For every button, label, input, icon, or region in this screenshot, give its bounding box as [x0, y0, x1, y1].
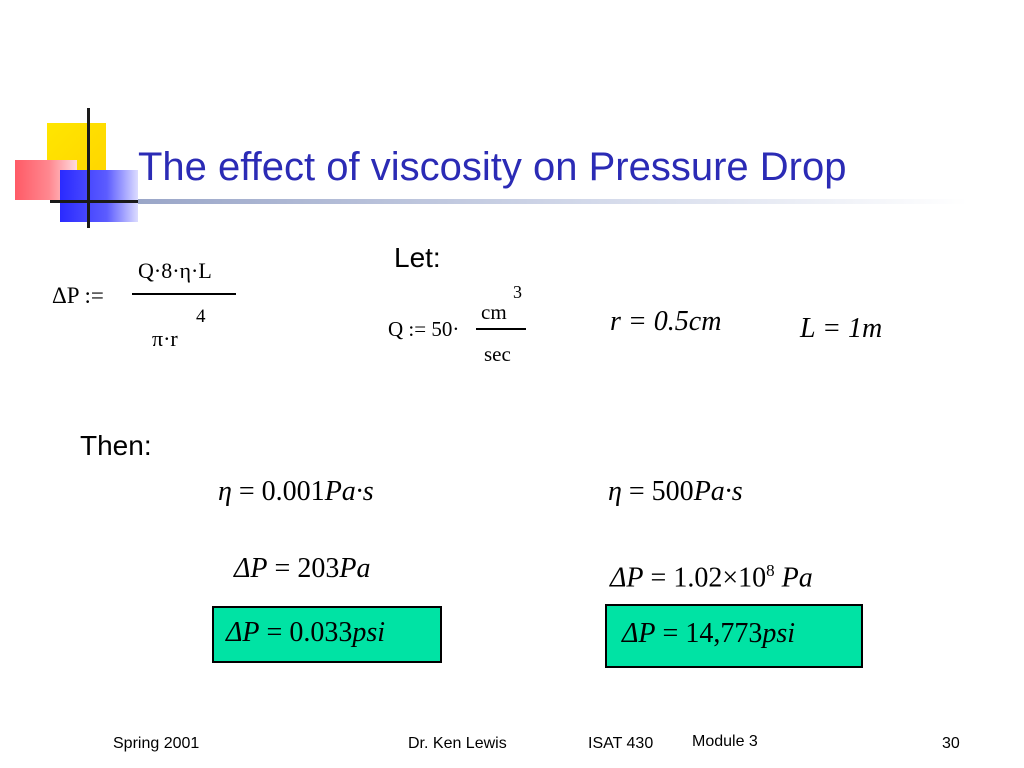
case2-eta-value: = 500 — [621, 476, 694, 507]
case2-dp-exponent: 8 — [766, 561, 775, 580]
flow-rate-denominator: sec — [484, 342, 511, 366]
flow-rate-exponent: 3 — [513, 282, 522, 302]
flow-rate-lhs: Q := 50· — [388, 317, 460, 341]
case2-dp-psi-value: = 14,773 — [655, 618, 763, 649]
radius-value: r = 0.5cm — [610, 306, 721, 338]
formula-lhs: ΔP := — [52, 283, 104, 308]
case1-viscosity: η = 0.001Pa·s — [218, 476, 374, 508]
radius-unit: cm — [688, 306, 722, 337]
formula-exponent: 4 — [196, 306, 206, 327]
case1-eta-value: = 0.001 — [231, 476, 325, 507]
formula-denominator: π·r — [152, 326, 178, 351]
case2-pressure-drop-pa: ΔP = 1.02×108 Pa — [610, 561, 813, 594]
formula-fraction-bar — [132, 293, 236, 295]
slide-title: The effect of viscosity on Pressure Drop — [138, 145, 847, 189]
footer-author: Dr. Ken Lewis — [408, 735, 507, 752]
flow-rate-fraction-bar — [476, 328, 526, 330]
case2-dp-psi-unit: psi — [762, 618, 796, 649]
case2-dp-psi-symbol: ΔP — [622, 618, 656, 649]
case2-dp-value: = 1.02×10 — [643, 562, 767, 594]
case2-result-box — [605, 604, 863, 668]
decor-horizontal-line — [50, 200, 142, 203]
case2-eta-unit: Pa·s — [693, 476, 743, 507]
case2-eta-symbol: η — [608, 476, 622, 507]
case1-pressure-drop-pa: ΔP = 203Pa — [234, 553, 370, 585]
decor-vertical-line — [87, 108, 90, 228]
case2-pressure-drop-psi: ΔP = 14,773psi — [622, 618, 795, 650]
footer-term: Spring 2001 — [113, 735, 200, 752]
case1-dp-symbol: ΔP — [234, 553, 268, 584]
then-label: Then: — [80, 430, 152, 461]
case2-dp-unit: Pa — [781, 562, 813, 594]
formula-numerator: Q·8·η·L — [138, 258, 212, 283]
footer-page-number: 30 — [942, 735, 960, 752]
case1-dp-psi-unit: psi — [352, 617, 386, 648]
case1-dp-psi-value: = 0.033 — [259, 617, 353, 648]
case1-eta-unit: Pa·s — [324, 476, 374, 507]
case1-eta-symbol: η — [218, 476, 232, 507]
case1-result-box — [212, 606, 442, 663]
length-expression: L = 1 — [800, 313, 862, 344]
let-label: Let: — [394, 242, 441, 273]
case1-pressure-drop-psi: ΔP = 0.033psi — [226, 617, 385, 649]
radius-expression: r = 0.5 — [610, 306, 689, 337]
case2-dp-symbol: ΔP — [610, 562, 644, 594]
length-unit: m — [861, 313, 883, 344]
case1-dp-unit: Pa — [339, 553, 371, 584]
decor-blue-square — [60, 170, 138, 222]
footer-module: Module 3 — [692, 733, 758, 750]
case1-dp-value: = 203 — [267, 553, 340, 584]
length-value: L = 1m — [800, 313, 882, 345]
case1-dp-psi-symbol: ΔP — [226, 617, 260, 648]
footer-course: ISAT 430 — [588, 735, 654, 752]
case2-viscosity: η = 500Pa·s — [608, 476, 743, 508]
title-underline — [138, 199, 968, 204]
flow-rate-numerator: cm — [481, 300, 507, 324]
